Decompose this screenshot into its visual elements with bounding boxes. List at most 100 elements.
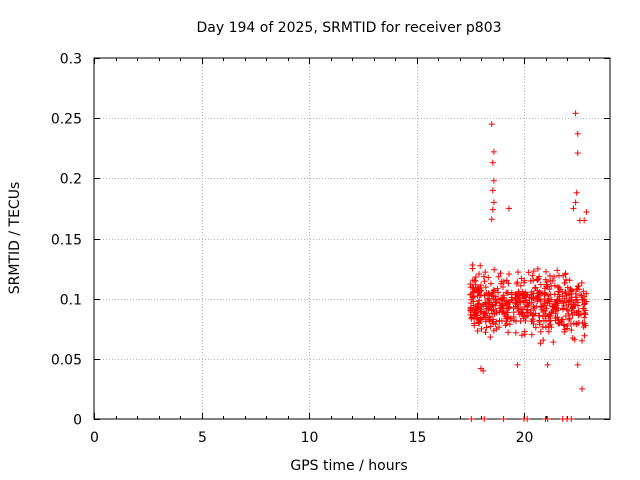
data-point [574, 150, 581, 157]
data-point [521, 279, 528, 286]
data-point [488, 216, 495, 223]
data-point [553, 300, 560, 307]
data-point [521, 312, 528, 319]
data-point [573, 320, 580, 327]
data-point [478, 325, 485, 332]
data-point [493, 299, 500, 306]
data-point [532, 324, 539, 331]
y-axis-label: SRMTID / TECUs [7, 182, 23, 295]
data-point [496, 300, 503, 307]
data-point [517, 318, 524, 325]
data-point [575, 302, 582, 309]
data-point [518, 275, 525, 282]
data-point [528, 294, 535, 301]
data-point [529, 272, 536, 279]
data-point [542, 268, 549, 275]
data-point [472, 278, 479, 285]
data-point [477, 282, 484, 289]
x-tick-label-0: 0 [90, 430, 99, 446]
x-axis-label: GPS time / hours [290, 458, 407, 474]
data-point [503, 309, 510, 316]
data-point [506, 321, 513, 328]
data-point [517, 282, 524, 289]
data-point [493, 325, 500, 332]
data-point [482, 329, 489, 336]
grid-lines [94, 58, 610, 419]
plot-frame [93, 57, 611, 420]
data-point [497, 280, 504, 287]
data-point [546, 272, 553, 279]
data-point [529, 316, 536, 323]
data-point [536, 317, 543, 324]
data-point [491, 310, 498, 317]
data-point [530, 290, 537, 297]
data-point [477, 262, 484, 269]
data-point [535, 275, 542, 282]
data-point [541, 307, 548, 314]
data-point [490, 306, 497, 313]
data-point [482, 284, 489, 291]
data-point [477, 285, 484, 292]
data-point [467, 291, 474, 298]
data-point [489, 318, 496, 325]
data-point [491, 266, 498, 273]
data-point [512, 291, 519, 298]
data-point [472, 273, 479, 280]
data-point [581, 314, 588, 321]
data-point [521, 331, 528, 338]
data-point [499, 284, 506, 291]
data-point [490, 177, 497, 184]
data-point [545, 328, 552, 335]
data-point [471, 309, 478, 316]
data-point [469, 265, 476, 272]
data-point [476, 297, 483, 304]
data-point [534, 265, 541, 272]
data-point [471, 277, 478, 284]
data-point [563, 276, 570, 283]
data-points [467, 110, 590, 422]
data-point [566, 316, 573, 323]
data-point [487, 323, 494, 330]
data-point [489, 206, 496, 213]
data-point [578, 279, 585, 286]
data-point [520, 295, 527, 302]
data-point [470, 298, 477, 305]
data-point [579, 385, 586, 392]
data-point [481, 292, 488, 299]
data-point [561, 279, 568, 286]
data-point [568, 327, 575, 334]
data-point [505, 314, 512, 321]
data-point [562, 289, 569, 296]
data-point [514, 361, 521, 368]
data-point [575, 312, 582, 319]
data-point [497, 304, 504, 311]
data-point [530, 312, 537, 319]
data-point [574, 361, 581, 368]
data-point [551, 291, 558, 298]
data-point [545, 313, 552, 320]
data-point [561, 328, 568, 335]
data-point [554, 306, 561, 313]
data-point [485, 295, 492, 302]
data-point [503, 318, 510, 325]
data-point [505, 299, 512, 306]
data-point [566, 315, 573, 322]
data-point [575, 319, 582, 326]
data-point [530, 268, 537, 275]
data-point [490, 295, 497, 302]
data-point [515, 294, 522, 301]
data-point [580, 324, 587, 331]
data-point [467, 305, 474, 312]
data-point [541, 300, 548, 307]
data-point [524, 416, 531, 422]
data-point [468, 315, 475, 322]
data-point [533, 303, 540, 310]
data-point [500, 416, 507, 422]
data-point [545, 323, 552, 330]
data-point [544, 416, 551, 422]
data-point [546, 300, 553, 307]
data-point [512, 303, 519, 310]
data-point [548, 324, 555, 331]
data-point [478, 308, 485, 315]
x-tick-label-3: 15 [409, 430, 427, 446]
